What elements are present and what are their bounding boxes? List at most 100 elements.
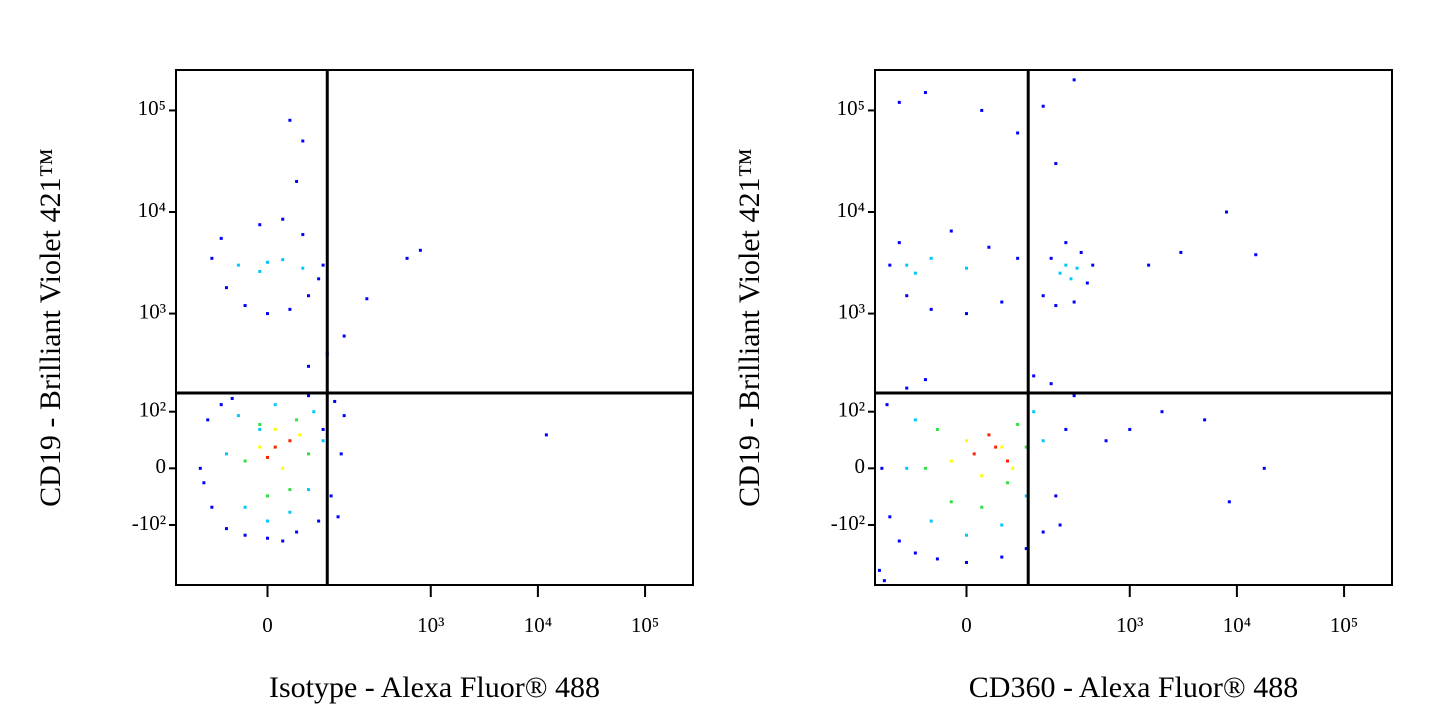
event-dot — [243, 304, 247, 308]
event-dot — [905, 466, 909, 470]
event-dot — [1041, 294, 1045, 298]
event-dot — [219, 403, 223, 407]
x-tick-label: 10⁴ — [1223, 613, 1251, 637]
event-dot — [301, 266, 305, 270]
event-dot — [1069, 277, 1073, 281]
event-dot — [1147, 263, 1151, 267]
y-tick-label: 10⁴ — [837, 198, 865, 222]
event-dot — [929, 256, 933, 260]
event-dot — [1203, 418, 1207, 422]
event-dot — [288, 510, 292, 514]
y-tick-label: 10⁴ — [138, 198, 166, 222]
event-dot — [888, 515, 892, 519]
event-dot — [994, 445, 998, 449]
event-dot — [198, 466, 202, 470]
y-tick-label: 0 — [156, 454, 167, 478]
event-dot — [949, 459, 953, 463]
event-dot — [949, 500, 953, 504]
event-dot — [1032, 410, 1036, 414]
event-dot — [224, 452, 228, 456]
event-dot — [935, 427, 939, 431]
event-dot — [1072, 78, 1076, 82]
event-dot — [336, 515, 340, 519]
plot: -10² 0 10² 10³ 10⁴ 10⁵ 0 10³ 10⁴ 10⁵ Isotype - Ale… — [34, 69, 694, 704]
event-dot — [243, 505, 247, 509]
event-dot — [295, 179, 299, 183]
event-dot — [224, 527, 228, 531]
event-dot — [972, 452, 976, 456]
plot: -10² 0 10² 10³ 10⁴ 10⁵ 0 10³ 10⁴ 10⁵ CD360 - Alexa… — [733, 69, 1393, 704]
event-dot — [964, 533, 968, 537]
event-dot — [1041, 530, 1045, 534]
event-dot — [301, 139, 305, 143]
event-dot — [905, 263, 909, 267]
event-dot — [329, 494, 333, 498]
event-dot — [342, 414, 346, 418]
x-tick-label: 10³ — [417, 613, 444, 637]
event-dot — [1085, 281, 1089, 285]
event-dot — [923, 378, 927, 382]
event-dot — [1024, 445, 1028, 449]
y-tick-label: 10³ — [838, 299, 865, 323]
event-dot — [1006, 481, 1010, 485]
event-dot — [1075, 266, 1079, 270]
event-dot — [1227, 500, 1231, 504]
event-dot — [897, 100, 901, 104]
event-dot — [1049, 382, 1053, 386]
event-dot — [265, 312, 269, 316]
event-dot — [929, 519, 933, 523]
event-dot — [301, 233, 305, 237]
event-dot — [321, 439, 325, 443]
event-dot — [949, 229, 953, 233]
event-dot — [307, 294, 311, 298]
event-dot — [265, 494, 269, 498]
event-dot — [1091, 263, 1095, 267]
event-dot — [333, 399, 337, 403]
event-dot — [923, 91, 927, 95]
event-dot — [913, 551, 917, 555]
event-dot — [307, 488, 311, 492]
event-dot — [1058, 271, 1062, 275]
event-dot — [230, 396, 234, 400]
x-tick-label: 10³ — [1116, 613, 1143, 637]
y-tick-label: 10³ — [139, 299, 166, 323]
event-dot — [288, 488, 292, 492]
event-dot — [980, 505, 984, 509]
event-dot — [202, 481, 206, 485]
event-dot — [206, 418, 210, 422]
x-tick-label: 0 — [262, 613, 273, 637]
event-dot — [273, 403, 277, 407]
event-dot — [1128, 427, 1132, 431]
event-dot — [265, 519, 269, 523]
event-dot — [1032, 374, 1036, 378]
event-dot — [1006, 459, 1010, 463]
event-dot — [288, 118, 292, 122]
y-axis-title: CD19 - Brilliant Violet 421™ — [34, 148, 67, 507]
event-dot — [987, 433, 991, 437]
y-tick-label: 10² — [838, 398, 865, 422]
event-dot — [929, 307, 933, 311]
event-dot — [1000, 555, 1004, 559]
x-axis-title: CD360 - Alexa Fluor® 488 — [969, 671, 1298, 704]
event-dot — [980, 108, 984, 112]
y-tick-label: 10⁵ — [837, 96, 865, 120]
event-dot — [265, 455, 269, 459]
event-dot — [224, 286, 228, 290]
event-dot — [281, 539, 285, 543]
event-dot — [980, 474, 984, 478]
event-dot — [405, 256, 409, 260]
x-tick-label: 10⁴ — [524, 613, 552, 637]
event-dot — [1024, 494, 1028, 498]
event-dot — [210, 505, 214, 509]
event-dot — [1054, 494, 1058, 498]
event-dot — [1104, 439, 1108, 443]
x-tick-label: 10⁵ — [631, 613, 659, 637]
event-dot — [1079, 250, 1083, 254]
event-dot — [281, 466, 285, 470]
event-dot — [877, 568, 881, 572]
event-dot — [1016, 256, 1020, 260]
event-dot — [905, 294, 909, 298]
event-dot — [281, 217, 285, 221]
x-tick-label: 10⁵ — [1330, 613, 1358, 637]
event-dot — [935, 557, 939, 561]
